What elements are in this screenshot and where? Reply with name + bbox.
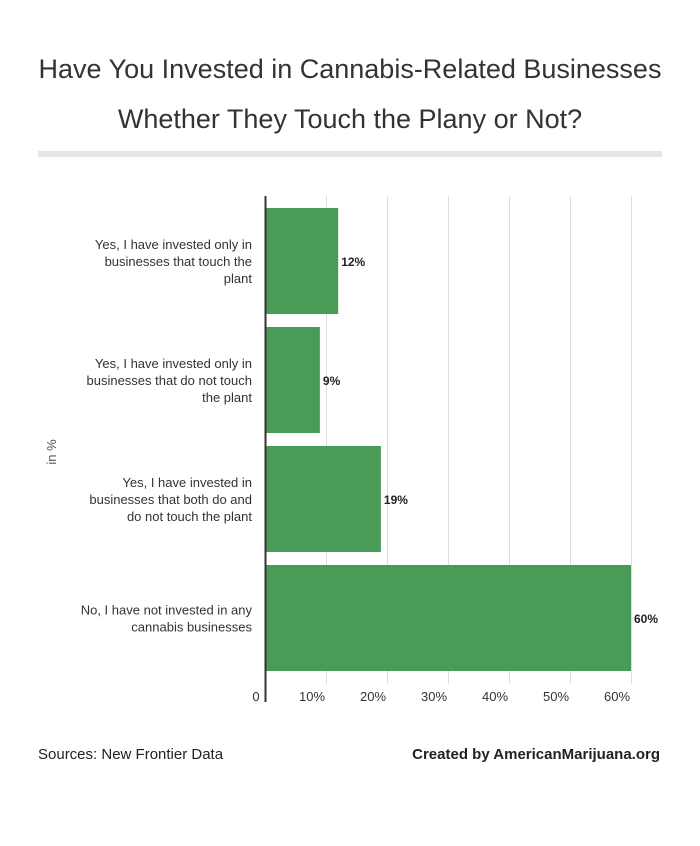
bar xyxy=(265,327,320,433)
chart-title-line-1: Have You Invested in Cannabis-Related Bu… xyxy=(38,54,662,84)
x-tick-label: 0 xyxy=(252,689,259,704)
x-tick-label: 40% xyxy=(482,689,508,704)
category-label: Yes, I have invested in businesses that b… xyxy=(89,475,252,524)
bar-chart: 12% Yes, I have invested only in businesse… xyxy=(44,196,658,704)
y-axis-title: in % xyxy=(44,439,59,465)
x-tick-label: 60% xyxy=(604,689,630,704)
chart-title-line-2: Whether They Touch the Plany or Not? xyxy=(117,104,583,134)
x-tick-label: 50% xyxy=(543,689,569,704)
bar-value-label: 19% xyxy=(384,493,408,507)
credit-note: Created by AmericanMarijuana.org xyxy=(412,746,660,763)
x-tick-label: 20% xyxy=(360,689,386,704)
category-label: Yes, I have invested only in businesses t… xyxy=(86,356,252,405)
bar-value-label: 60% xyxy=(634,612,658,626)
x-tick-label: 10% xyxy=(299,689,325,704)
bar xyxy=(265,208,339,314)
category-label: Yes, I have invested only in businesses t… xyxy=(95,237,252,286)
bar xyxy=(265,446,381,552)
source-note: Sources: New Frontier Data xyxy=(38,746,224,763)
bar xyxy=(265,565,631,671)
title-divider xyxy=(38,151,662,157)
bar-value-label: 9% xyxy=(323,374,341,388)
bar-value-label: 12% xyxy=(341,255,365,269)
x-tick-label: 30% xyxy=(421,689,447,704)
category-label: No, I have not invested in any cannabis b… xyxy=(81,603,253,635)
